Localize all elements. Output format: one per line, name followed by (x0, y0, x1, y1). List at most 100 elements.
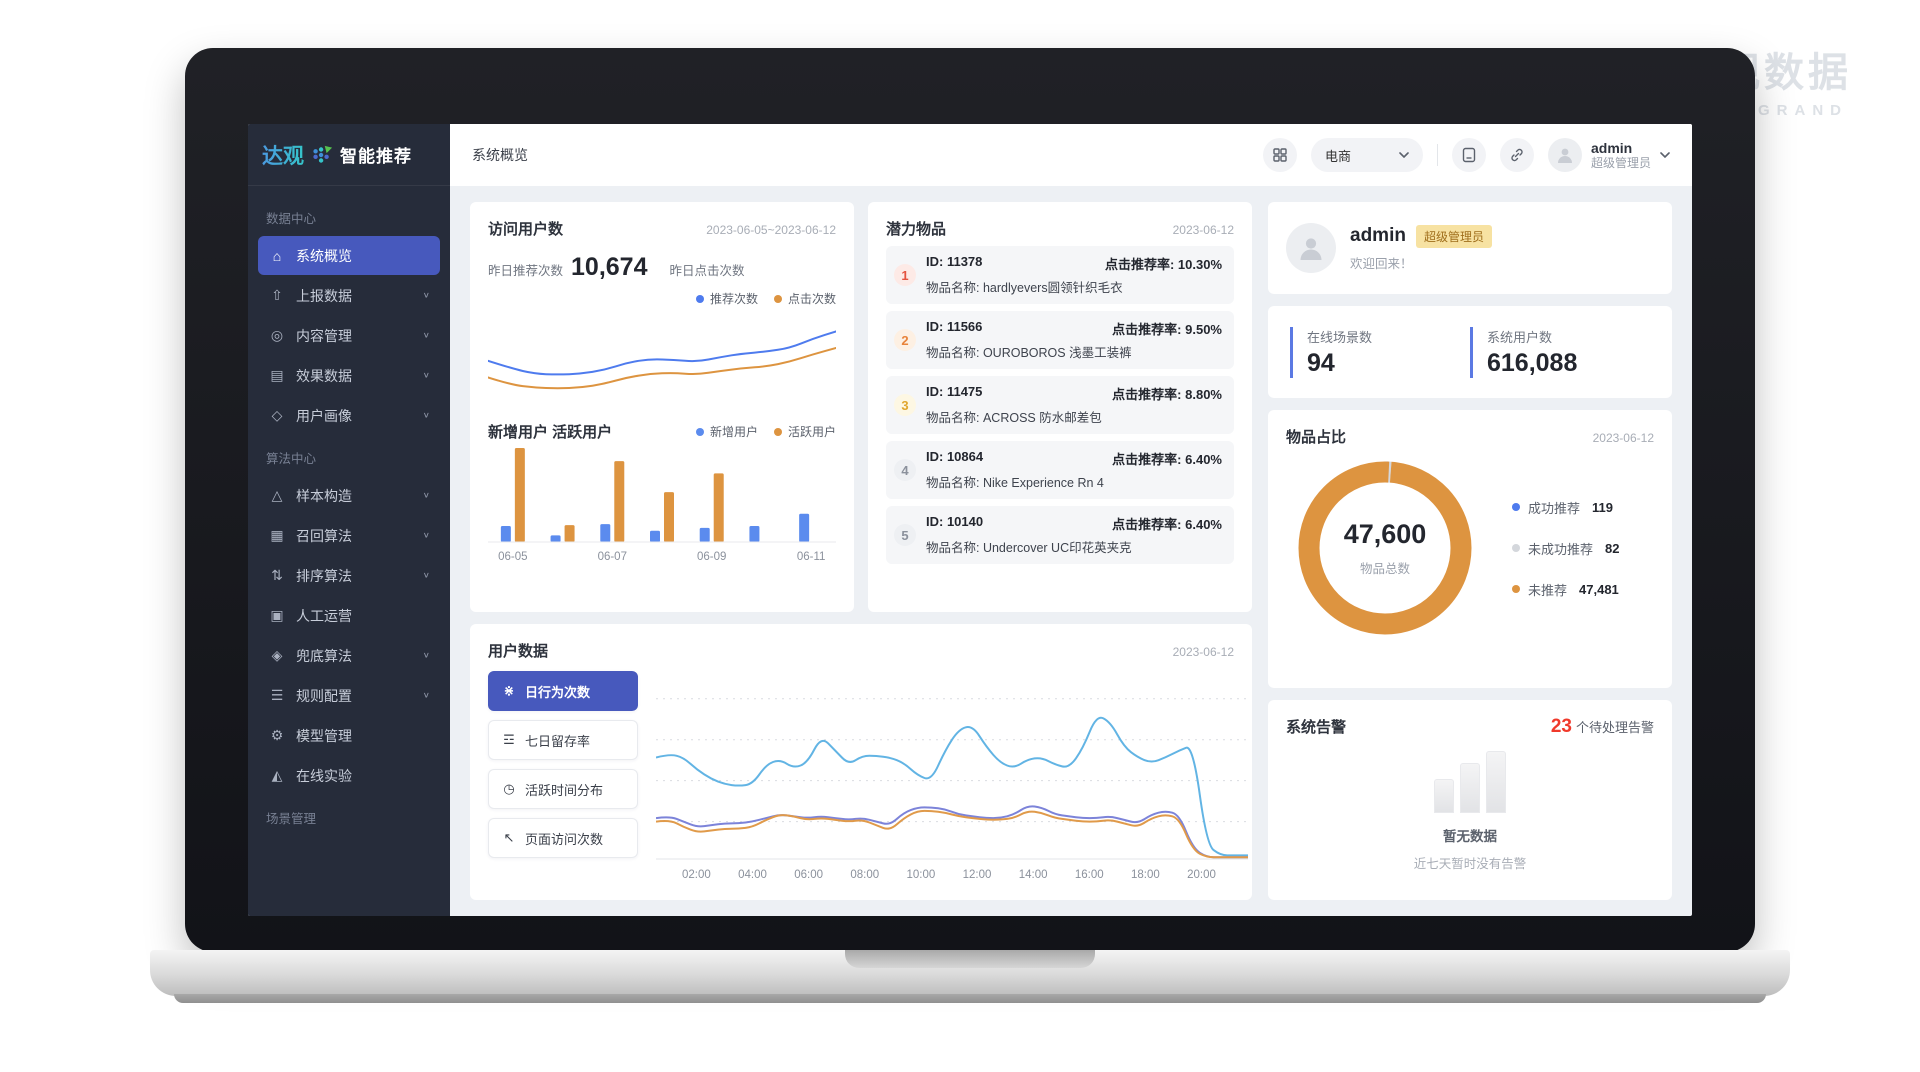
top-cards-row: 访问用户数 2023-06-05~2023-06-12 昨日推荐次数 10,67… (470, 202, 1252, 612)
userdata-card: 用户数据 2023-06-12 ⋇ 日行为次数 (470, 624, 1252, 900)
legend-item[interactable]: 未成功推荐 82 (1512, 539, 1619, 558)
legend-item[interactable]: 成功推荐 119 (1512, 498, 1619, 517)
card-title: 系统告警 (1286, 719, 1347, 736)
sidebar-item-rank-algo[interactable]: ⇅ 排序算法 ∨ (258, 556, 440, 595)
card-title: 潜力物品 (886, 221, 947, 238)
tab-page-visits[interactable]: ↖ 页面访问次数 (488, 818, 638, 858)
sidebar-item-recall-algo[interactable]: ▦ 召回算法 ∨ (258, 516, 440, 555)
item-id: ID: 10864 (926, 449, 984, 464)
alert-count-suffix: 个待处理告警 (1575, 720, 1654, 735)
grid-icon (1273, 148, 1287, 162)
tab-daily-behavior[interactable]: ⋇ 日行为次数 (488, 671, 638, 711)
sidebar-item-sample-build[interactable]: △ 样本构造 ∨ (258, 476, 440, 515)
item-id: ID: 11475 (926, 384, 983, 399)
legend-item[interactable]: 推荐次数 (695, 290, 758, 307)
donut-ring (1298, 461, 1472, 635)
sidebar-menu: 数据中心 ⌂ 系统概览 ⇧ 上报数据 ∨ ◎ 内容管理 ∨ (248, 186, 450, 845)
x-tick: 16:00 (1074, 869, 1104, 881)
apps-grid-button[interactable] (1262, 138, 1297, 172)
stat-system-users: 系统用户数 616,088 (1470, 326, 1650, 378)
item-info: ID: 11378 点击推荐率: 10.30% 物品名称: hardlyever… (926, 254, 1222, 296)
link-icon (1511, 148, 1523, 162)
item-id: ID: 11378 (926, 254, 983, 269)
stat-value: 616,088 (1487, 348, 1578, 377)
bars-legend: 新增用户 活跃用户 (695, 423, 836, 440)
chevron-down-icon: ∨ (422, 651, 430, 660)
sort-icon: ⇅ (271, 567, 283, 583)
tab-label: 七日留存率 (525, 733, 591, 749)
legend-label: 新增用户 (709, 425, 758, 439)
tab-active-time[interactable]: ◷ 活跃时间分布 (488, 769, 638, 809)
app-logo[interactable]: 达观 智能推荐 (248, 124, 450, 186)
sub-card-title: 新增用户 活跃用户 (488, 424, 613, 441)
user-menu[interactable]: admin 超级管理员 (1547, 138, 1670, 172)
sidebar-item-user-profile[interactable]: ◇ 用户画像 ∨ (258, 396, 440, 435)
item-info: ID: 10140 点击推荐率: 6.40% 物品名称: Undercover … (926, 514, 1222, 556)
list-icon: ☰ (270, 687, 284, 703)
chevron-down-icon: ∨ (422, 491, 430, 500)
user-meta: admin 超级管理员 (1591, 140, 1651, 170)
x-tick: 20:00 (1187, 869, 1216, 881)
chart-icon: ▤ (270, 367, 284, 383)
card-title: 用户数据 (488, 643, 549, 660)
item-id: ID: 11566 (926, 319, 983, 334)
document-icon (1462, 147, 1476, 163)
admin-name: admin (1350, 225, 1406, 246)
sidebar-item-label: 人工运营 (296, 607, 352, 624)
sidebar-item-manual-ops[interactable]: ▣ 人工运营 (258, 596, 440, 635)
legend-dot-blue (695, 294, 704, 303)
legend-dot-blue (695, 427, 704, 436)
person-icon (1300, 238, 1322, 260)
scene-select[interactable]: 电商 (1310, 138, 1423, 172)
legend-label: 推荐次数 (709, 292, 758, 306)
breadcrumb: 系统概览 (472, 147, 528, 163)
sidebar-item-fallback-algo[interactable]: ◈ 兜底算法 ∨ (258, 636, 440, 675)
sidebar-item-report-data[interactable]: ⇧ 上报数据 ∨ (258, 276, 440, 315)
sidebar-item-label: 效果数据 (296, 367, 352, 384)
sidebar-item-content-mgmt[interactable]: ◎ 内容管理 ∨ (258, 316, 440, 355)
logo-text-cn: 达观 (262, 140, 304, 170)
item-info: ID: 10864 点击推荐率: 6.40% 物品名称: Nike Experi… (926, 449, 1222, 491)
svg-text:06-11: 06-11 (797, 551, 826, 563)
menu-section-scene-mgmt: 场景管理 (266, 812, 317, 826)
legend-item[interactable]: 新增用户 (695, 423, 758, 440)
person-icon (1557, 148, 1572, 163)
item-name: 物品名称: hardlyevers圆领针织毛衣 (926, 281, 1123, 295)
legend-dot-blue (1512, 503, 1520, 511)
system-alerts-card: 系统告警 23 个待处理告警 暂无数据 近七天暂时没有告警 (1268, 700, 1672, 900)
sidebar-item-label: 用户画像 (296, 407, 352, 424)
legend-label: 成功推荐 (1528, 500, 1581, 516)
sidebar-item-rule-config[interactable]: ☰ 规则配置 ∨ (258, 676, 440, 715)
empty-bars-illustration (1434, 750, 1506, 813)
stat-label: 昨日推荐次数 (488, 264, 564, 278)
menu-section-algo-center: 算法中心 (266, 452, 317, 466)
card-head: 系统告警 23 个待处理告警 (1286, 716, 1654, 738)
sidebar-item-system-overview[interactable]: ⌂ 系统概览 (258, 236, 440, 275)
scatter-icon: ⋇ (503, 683, 515, 698)
app-screen: 达观 智能推荐 数据中心 ⌂ 系统概览 (248, 124, 1692, 916)
user-role: 超级管理员 (1590, 156, 1651, 170)
link-button[interactable] (1499, 138, 1534, 172)
x-tick: 14:00 (1018, 869, 1048, 881)
card-title: 物品占比 (1286, 429, 1347, 446)
potential-item-row: 4 ID: 10864 点击推荐率: 6.40% 物品名称: Nike Expe… (886, 441, 1234, 499)
visits-line-chart (488, 330, 836, 390)
sidebar-item-label: 召回算法 (296, 527, 352, 544)
legend-item[interactable]: 活跃用户 (773, 423, 836, 440)
legend-item[interactable]: 未推荐 47,481 (1512, 580, 1619, 599)
potential-item-row: 3 ID: 11475 点击推荐率: 8.80% 物品名称: ACROSS 防水… (886, 376, 1234, 434)
dashboard-icon: ⌂ (272, 247, 282, 264)
sidebar-item-online-experiment[interactable]: ◭ 在线实验 (258, 756, 440, 795)
sidebar-item-model-mgmt[interactable]: ⚙ 模型管理 (258, 716, 440, 755)
legend-item[interactable]: 点击次数 (773, 290, 836, 307)
document-button[interactable] (1451, 138, 1486, 172)
caret-down-icon (1660, 152, 1670, 158)
sidebar-item-label: 系统概览 (296, 247, 352, 264)
legend-dot-orange (773, 427, 782, 436)
pending-alerts: 23 个待处理告警 (1551, 716, 1654, 738)
chevron-down-icon: ∨ (422, 411, 430, 420)
sidebar-item-effect-data[interactable]: ▤ 效果数据 ∨ (258, 356, 440, 395)
chevron-down-icon: ∨ (422, 531, 430, 540)
tab-retention[interactable]: ☲ 七日留存率 (488, 720, 638, 760)
